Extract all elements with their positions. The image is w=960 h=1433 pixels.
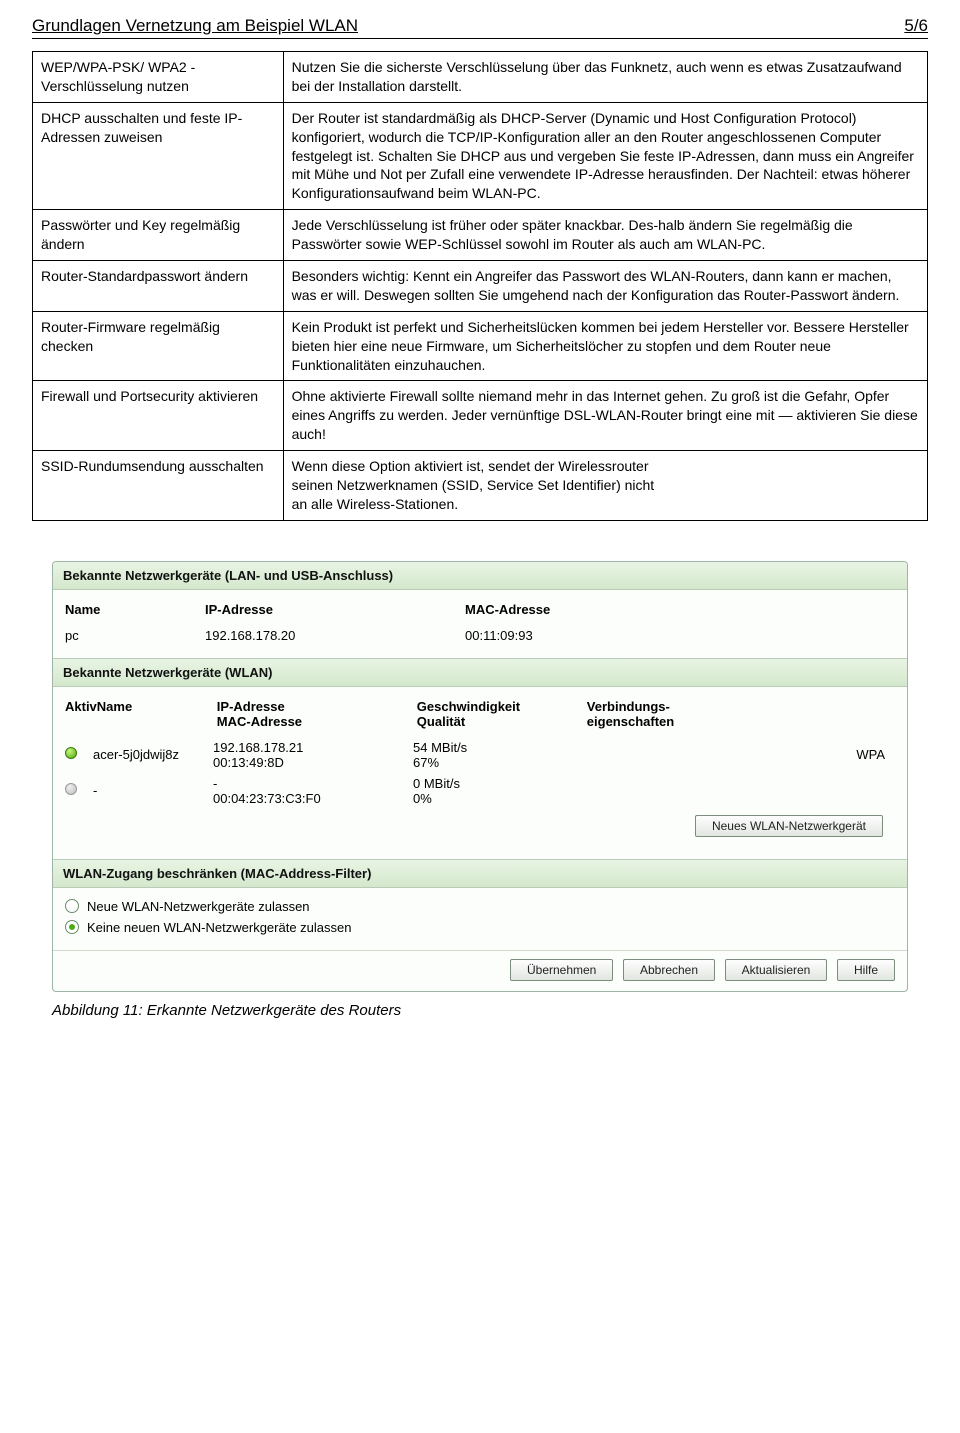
figure-caption: Abbildung 11: Erkannte Netzwerkgeräte de… (52, 1002, 908, 1019)
wlan-ipmac: 192.168.178.2100:13:49:8D (213, 740, 413, 770)
wlan-device-row: acer-5j0jdwij8z192.168.178.2100:13:49:8D… (65, 737, 895, 773)
page-title: Grundlagen Vernetzung am Beispiel WLAN (32, 16, 358, 36)
tip-text: Der Router ist standardmäßig als DHCP-Se… (283, 102, 927, 209)
wlan-section-body: Aktiv Name IP-Adresse MAC-Adresse Geschw… (53, 687, 907, 859)
radio-allow-new-label: Neue WLAN-Netzwerkgeräte zulassen (87, 899, 310, 914)
tip-text: Jede Verschlüsselung ist früher oder spä… (283, 210, 927, 261)
page-number: 5/6 (904, 16, 928, 36)
lan-col-name: Name (65, 602, 205, 617)
apply-button[interactable]: Übernehmen (510, 959, 613, 981)
status-icon (65, 747, 77, 759)
wlan-speed: 0 MBit/s0% (413, 776, 583, 806)
lan-device-row: pc192.168.178.2000:11:09:93 (65, 625, 895, 646)
wlan-col-ipmac: IP-Adresse MAC-Adresse (217, 699, 417, 729)
cancel-button[interactable]: Abbrechen (623, 959, 715, 981)
wlan-col-speed: Geschwindigkeit Qualität (417, 699, 587, 729)
radio-deny-new[interactable] (65, 920, 79, 934)
tip-text: Wenn diese Option aktiviert ist, sendet … (283, 451, 927, 521)
wlan-section-title: Bekannte Netzwerkgeräte (WLAN) (53, 658, 907, 687)
lan-section-body: Name IP-Adresse MAC-Adresse pc192.168.17… (53, 590, 907, 658)
wlan-name: - (93, 783, 213, 798)
wlan-col-aktiv: Aktiv (65, 699, 97, 729)
tip-label: DHCP ausschalten und feste IP-Adressen z… (33, 102, 284, 209)
wlan-name: acer-5j0jdwij8z (93, 747, 213, 762)
radio-deny-new-label: Keine neuen WLAN-Netzwerkgeräte zulassen (87, 920, 351, 935)
tip-label: Router-Standardpass­wort ändern (33, 261, 284, 312)
lan-ip: 192.168.178.20 (205, 628, 465, 643)
status-icon (65, 783, 77, 795)
tip-label: Router-Firmware regelmäßig checken (33, 311, 284, 381)
lan-col-ip: IP-Adresse (205, 602, 465, 617)
wlan-device-row: --00:04:23:73:C3:F00 MBit/s0% (65, 773, 895, 809)
help-button[interactable]: Hilfe (837, 959, 895, 981)
lan-name: pc (65, 628, 205, 643)
tip-label: SSID-Rundumsendung ausschalten (33, 451, 284, 521)
wlan-speed: 54 MBit/s67% (413, 740, 583, 770)
macfilter-section-title: WLAN-Zugang beschränken (MAC-Address-Fil… (53, 859, 907, 888)
lan-mac: 00:11:09:93 (465, 628, 895, 643)
wlan-col-name: Name (97, 699, 217, 729)
tip-text: Kein Produkt ist perfekt und Sicherheits… (283, 311, 927, 381)
radio-allow-new[interactable] (65, 899, 79, 913)
tip-text: Ohne aktivierte Firewall sollte niemand … (283, 381, 927, 451)
tip-text: Besonders wichtig: Kennt ein Angreifer d… (283, 261, 927, 312)
security-tips-table: WEP/WPA-PSK/ WPA2 -Verschlüsselung nutze… (32, 51, 928, 521)
wlan-conn: WPA (583, 747, 895, 762)
lan-section-title: Bekannte Netzwerkgeräte (LAN- und USB-An… (53, 562, 907, 590)
page-header: Grundlagen Vernetzung am Beispiel WLAN 5… (32, 16, 928, 39)
lan-col-mac: MAC-Adresse (465, 602, 895, 617)
tip-text: Nutzen Sie die sicherste Verschlüsselung… (283, 52, 927, 103)
wlan-ipmac: -00:04:23:73:C3:F0 (213, 776, 413, 806)
tip-label: Firewall und Portsecurity aktivieren (33, 381, 284, 451)
tip-label: WEP/WPA-PSK/ WPA2 -Verschlüsselung nutze… (33, 52, 284, 103)
wlan-col-conn: Verbindungs- eigenschaften (587, 699, 895, 729)
refresh-button[interactable]: Aktualisieren (725, 959, 828, 981)
macfilter-section-body: Neue WLAN-Netzwerkgeräte zulassen Keine … (53, 888, 907, 950)
tip-label: Passwörter und Key regelmäßig ändern (33, 210, 284, 261)
new-wlan-device-button[interactable]: Neues WLAN-Netzwerkgerät (695, 815, 883, 837)
router-config-panel: Bekannte Netzwerkgeräte (LAN- und USB-An… (52, 561, 908, 992)
